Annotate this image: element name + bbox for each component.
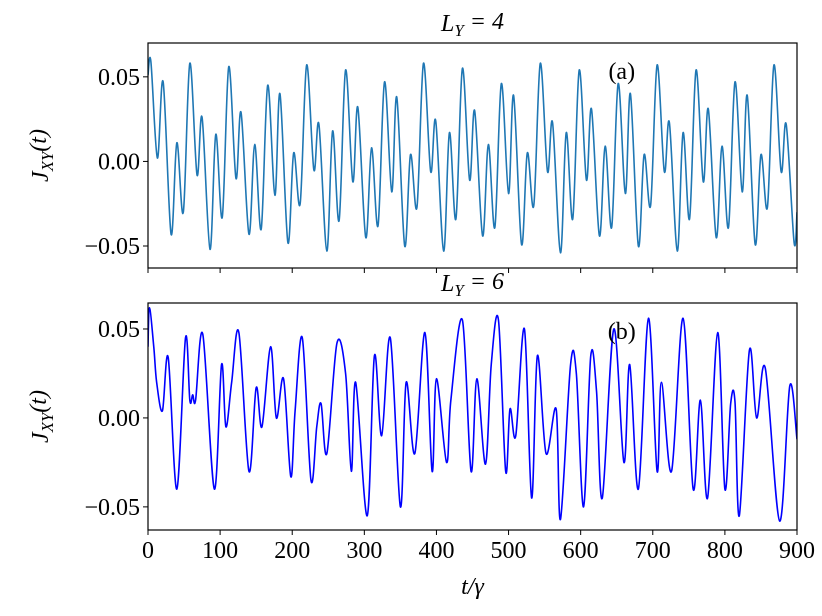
y-tick-label: 0.05: [98, 65, 140, 91]
x-tick-label: 500: [491, 538, 527, 564]
y-tick-label: −0.05: [84, 234, 140, 260]
y-tick-label: −0.05: [84, 495, 140, 521]
chart-title: LY = 4: [440, 9, 504, 40]
y-axis-label: JXY(t): [26, 390, 57, 443]
x-tick-label: 0: [142, 538, 154, 564]
x-tick-label: 700: [635, 538, 671, 564]
chart-title: LY = 6: [440, 269, 504, 300]
panel-label: (b): [608, 319, 636, 345]
y-tick-label: 0.05: [98, 317, 140, 343]
y-tick-label: 0.00: [98, 149, 140, 175]
y-axis-label: JXY(t): [26, 129, 57, 182]
x-tick-label: 600: [563, 538, 599, 564]
x-axis-label: t/γ: [461, 574, 484, 600]
plot-area: [148, 56, 797, 254]
plot-area: [148, 306, 797, 522]
x-tick-label: 200: [274, 538, 310, 564]
x-tick-label: 400: [418, 538, 454, 564]
x-tick-label: 900: [779, 538, 815, 564]
axes-frame: [147, 42, 798, 269]
x-tick-label: 100: [202, 538, 238, 564]
data-line: [148, 56, 797, 254]
data-line: [148, 306, 797, 522]
axes-frame: [147, 302, 798, 531]
x-tick-label: 800: [707, 538, 743, 564]
panel-label: (a): [608, 59, 635, 85]
y-tick-label: 0.00: [98, 406, 140, 432]
x-tick-label: 300: [346, 538, 382, 564]
